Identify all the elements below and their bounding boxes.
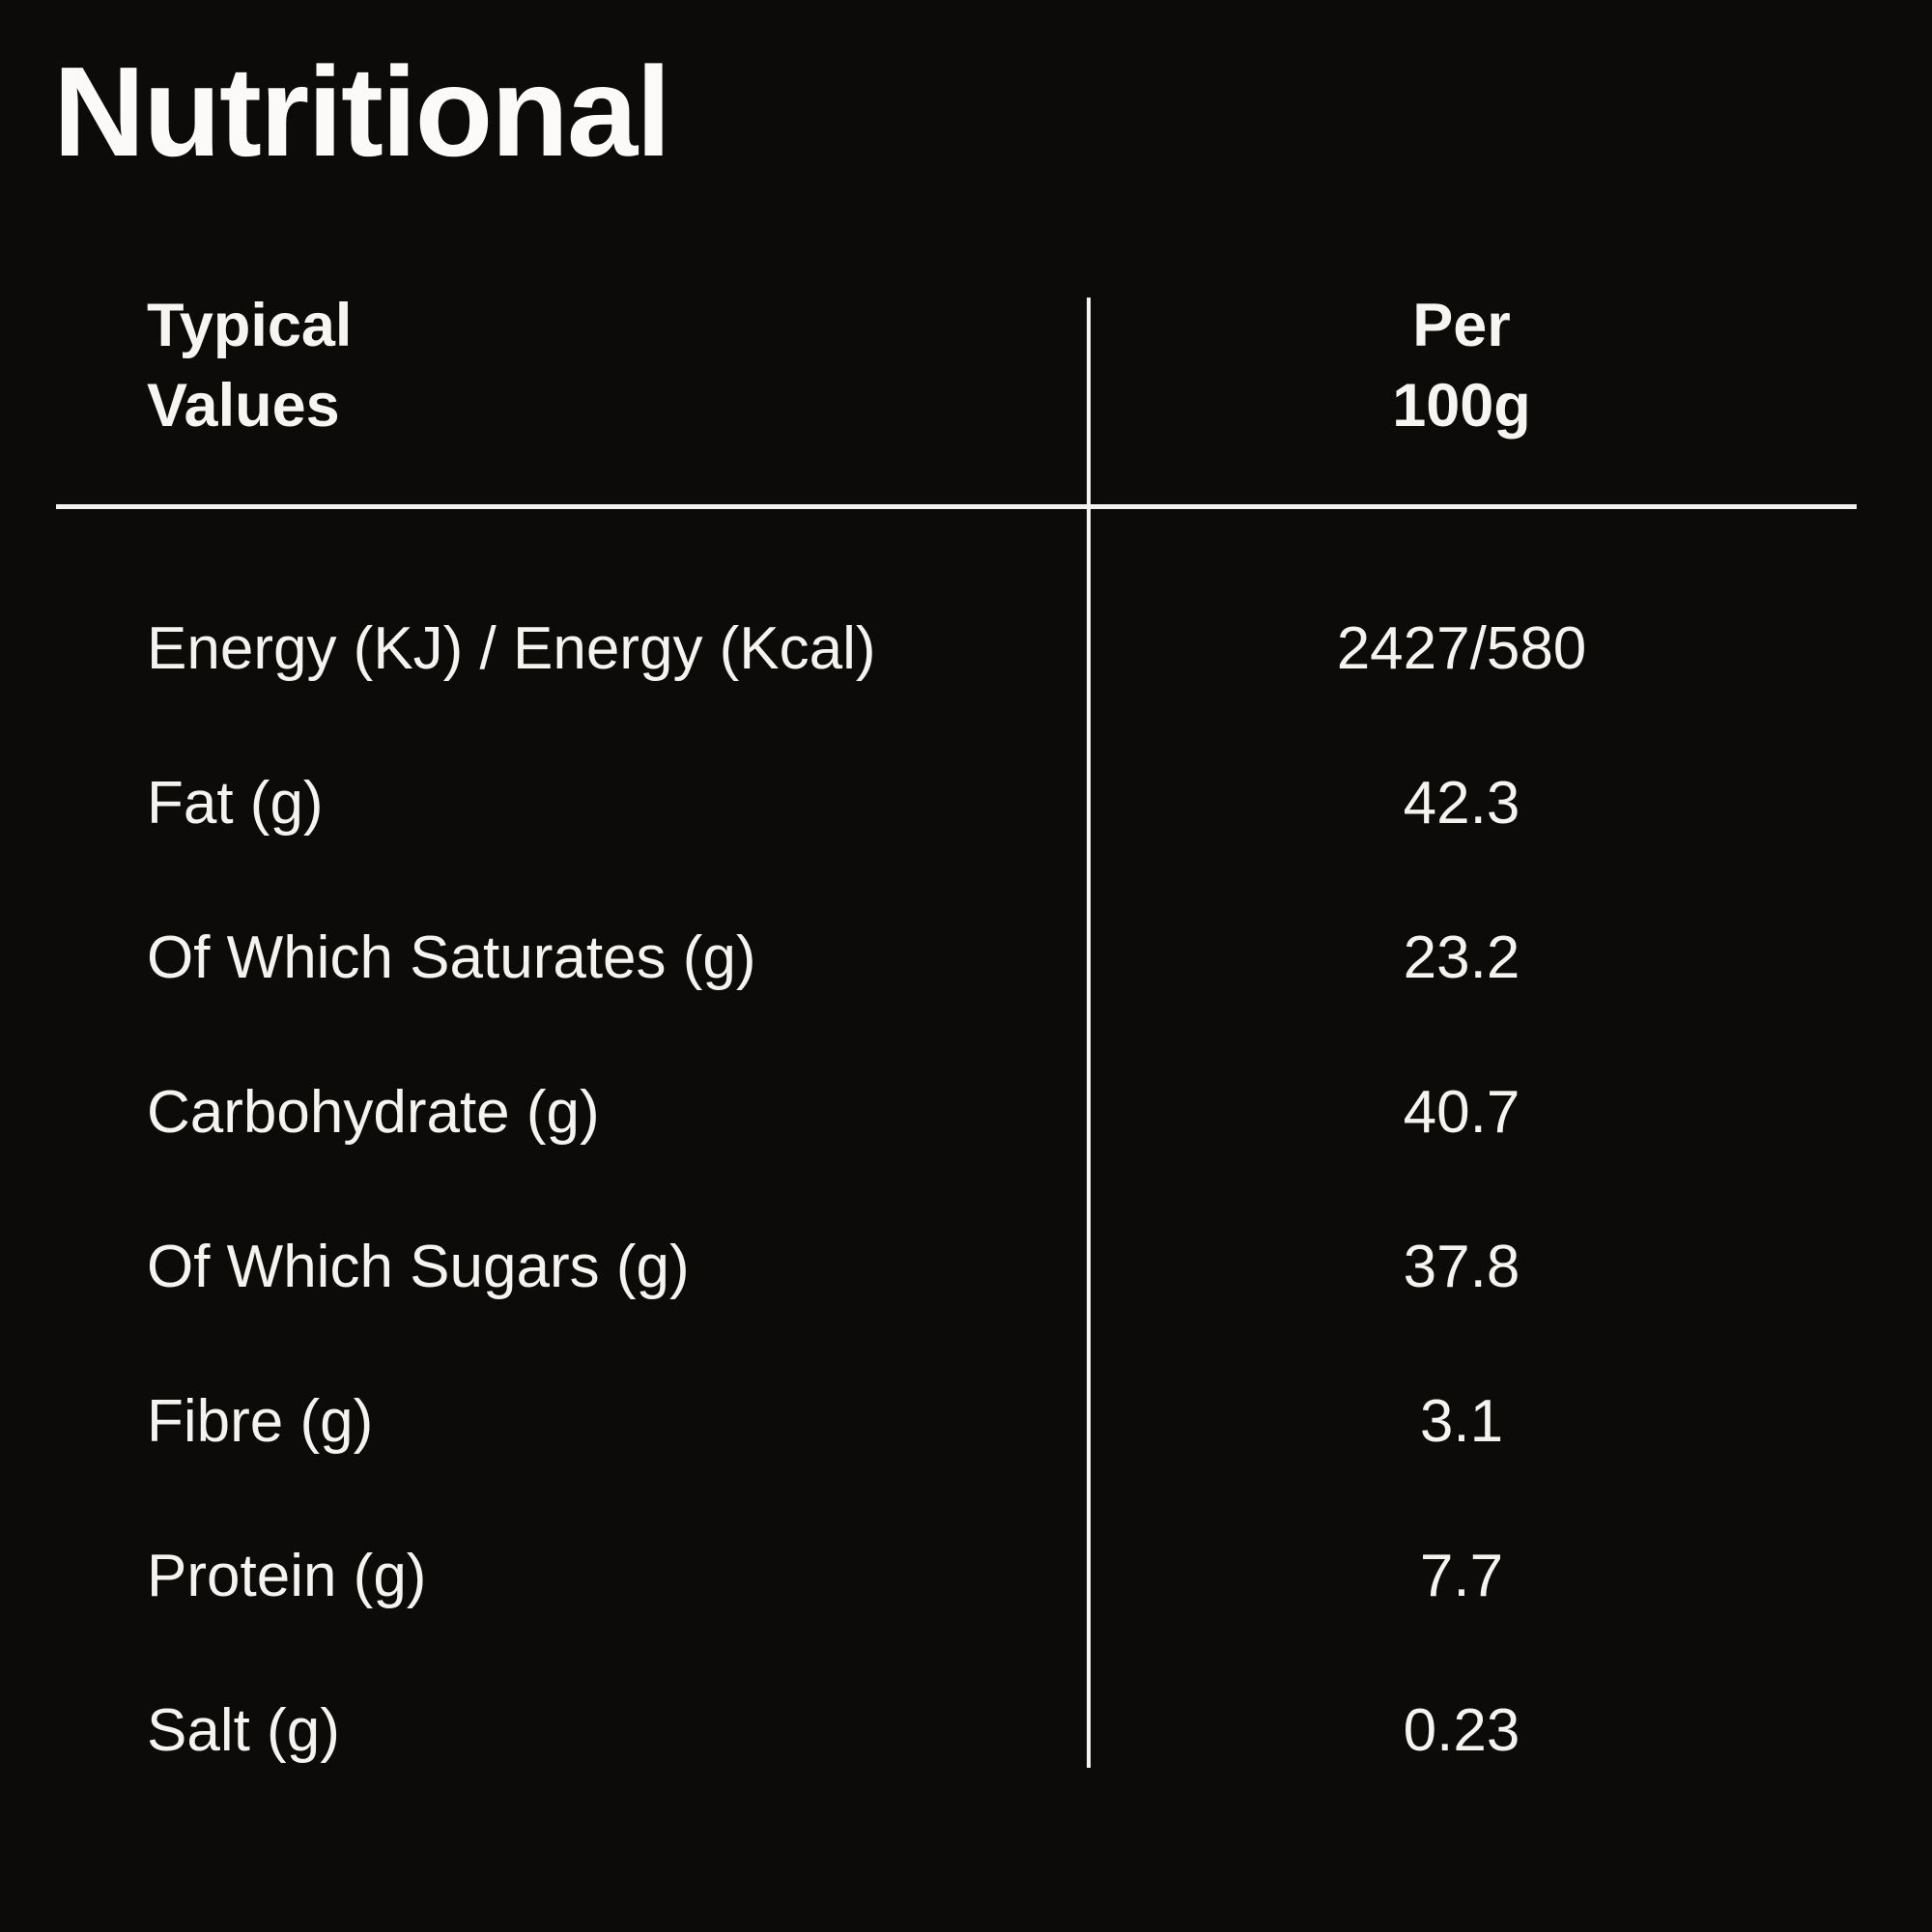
- row-label: Fat (g): [147, 770, 324, 837]
- column-header-typical-values: Typical Values: [147, 286, 352, 446]
- table-row: Energy (KJ) / Energy (Kcal) 2427/580: [0, 611, 1932, 688]
- typical-values-line2: Values: [147, 372, 340, 440]
- table-row: Salt (g) 0.23: [0, 1692, 1932, 1770]
- per-100g-line2: 100g: [1392, 372, 1531, 440]
- row-value: 2427/580: [1336, 615, 1587, 682]
- row-label: Salt (g): [147, 1697, 340, 1764]
- per-100g-line1: Per: [1412, 292, 1511, 359]
- row-value: 40.7: [1403, 1079, 1520, 1146]
- table-row: Of Which Sugars (g) 37.8: [0, 1229, 1932, 1306]
- row-label: Energy (KJ) / Energy (Kcal): [147, 615, 876, 682]
- row-value: 3.1: [1419, 1388, 1504, 1455]
- row-label: Of Which Sugars (g): [147, 1234, 690, 1300]
- row-label: Protein (g): [147, 1543, 427, 1609]
- row-value: 7.7: [1419, 1543, 1504, 1609]
- row-label: Carbohydrate (g): [147, 1079, 600, 1146]
- page-title: Nutritional: [53, 41, 671, 183]
- column-divider-line: [1087, 298, 1091, 1768]
- table-row: Fibre (g) 3.1: [0, 1383, 1932, 1461]
- table-row: Of Which Saturates (g) 23.2: [0, 920, 1932, 997]
- row-value: 0.23: [1403, 1697, 1520, 1764]
- header-divider-line: [56, 504, 1857, 509]
- typical-values-line1: Typical: [147, 292, 353, 359]
- row-value: 23.2: [1403, 924, 1520, 991]
- column-header-per-100g: Per 100g: [1116, 286, 1807, 446]
- table-row: Protein (g) 7.7: [0, 1538, 1932, 1615]
- row-value: 42.3: [1403, 770, 1520, 837]
- table-row: Fat (g) 42.3: [0, 765, 1932, 842]
- row-label: Of Which Saturates (g): [147, 924, 756, 991]
- row-label: Fibre (g): [147, 1388, 374, 1455]
- row-value: 37.8: [1403, 1234, 1520, 1300]
- table-row: Carbohydrate (g) 40.7: [0, 1074, 1932, 1151]
